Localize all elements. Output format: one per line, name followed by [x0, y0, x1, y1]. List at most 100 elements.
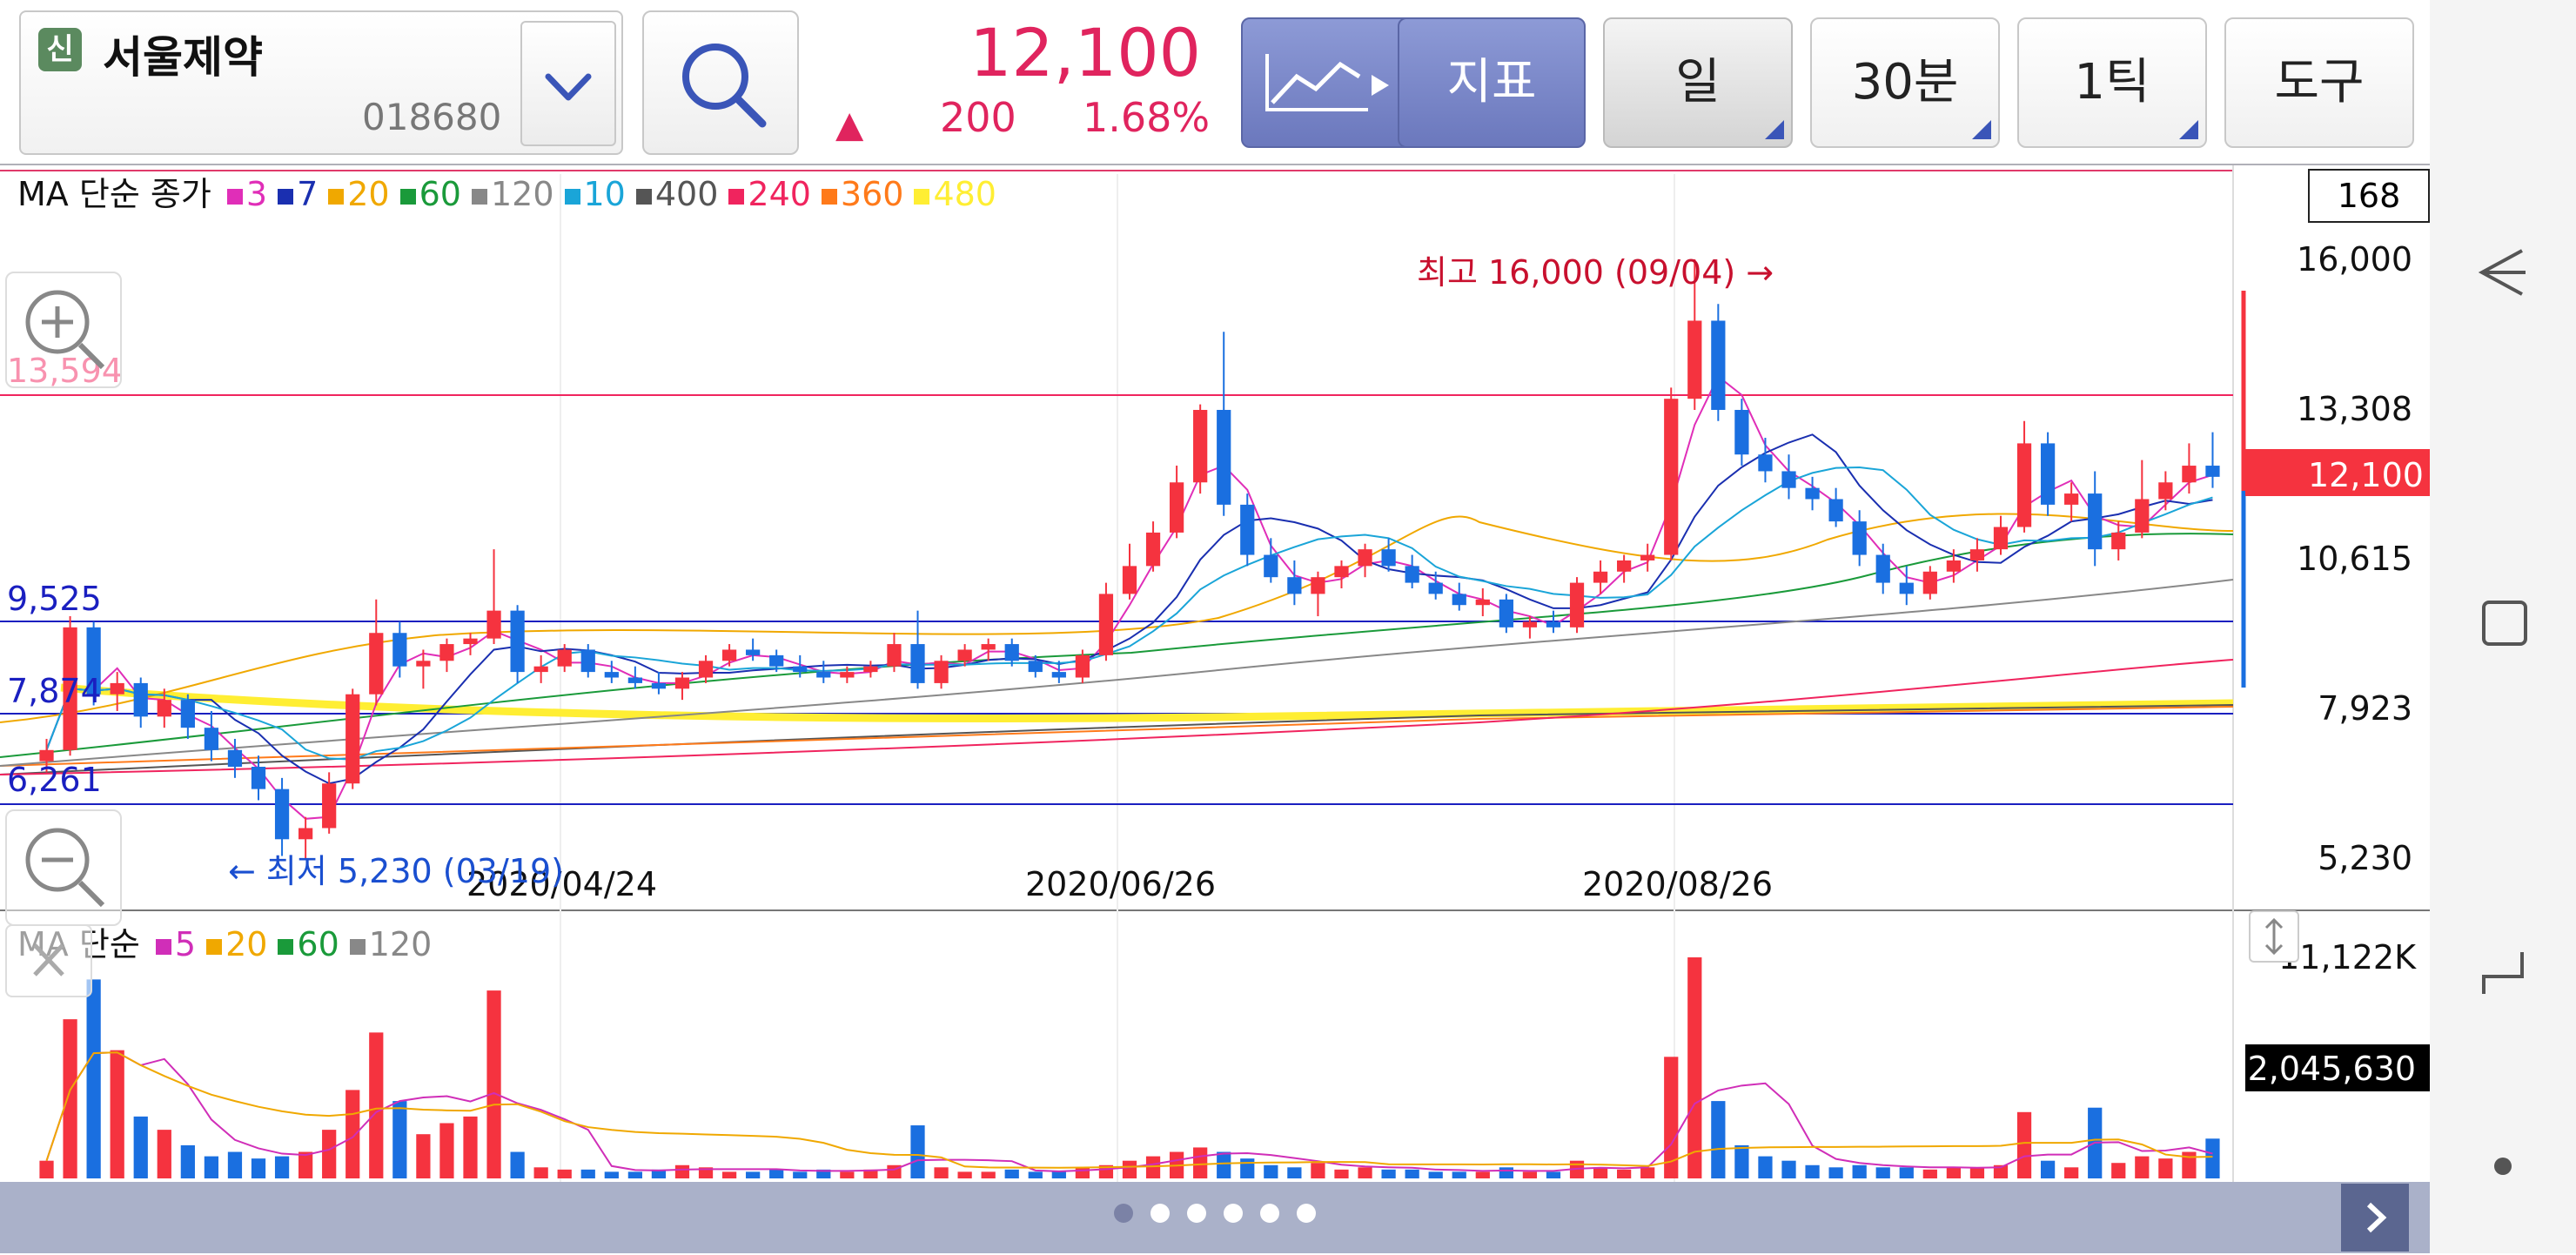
candle-body [1993, 527, 2009, 550]
page-dot[interactable] [1260, 1204, 1279, 1223]
candlestick [793, 654, 808, 678]
legend-item: 7 [278, 175, 323, 213]
candle-body [1193, 409, 1208, 483]
price-change: ▲ 200 1.68% [835, 94, 1210, 146]
volume-bar [204, 1156, 219, 1178]
candlestick [1098, 582, 1114, 661]
page-dot[interactable] [1297, 1204, 1316, 1223]
assistant-dot[interactable] [2494, 1158, 2512, 1175]
chevron-right-icon [2366, 1202, 2387, 1233]
candlestick [486, 549, 501, 645]
candle-body [746, 649, 761, 655]
close-volume-button[interactable] [5, 924, 92, 997]
indicator-button[interactable]: 지표 [1398, 17, 1586, 148]
legend-label: 20 [347, 175, 390, 213]
legend-item: 120 [349, 925, 438, 963]
volume-bar [1899, 1167, 1914, 1178]
volume-bar [2158, 1158, 2173, 1178]
next-page-button[interactable] [2341, 1184, 2409, 1252]
candlestick [957, 644, 972, 667]
chart-type-button[interactable] [1241, 17, 1424, 148]
candle-body [463, 638, 478, 645]
legend-label: 7 [297, 175, 319, 213]
volume-bar [1381, 1169, 1396, 1178]
legend-swatch [349, 938, 366, 955]
candlestick [299, 816, 313, 860]
volume-bar [180, 1144, 195, 1178]
page-dot[interactable] [1224, 1204, 1243, 1223]
candle-body [1593, 571, 1608, 583]
volume-bar [1475, 1171, 1490, 1178]
candlestick [746, 638, 761, 661]
period-tick-button[interactable]: 1틱 [2017, 17, 2207, 148]
volume-bar [1734, 1144, 1749, 1178]
candlestick [2158, 471, 2173, 511]
page-dot[interactable] [1187, 1204, 1206, 1223]
candle-body [369, 633, 384, 695]
resize-handle[interactable] [2249, 910, 2299, 963]
candle-body [1475, 599, 1490, 606]
line-chart-icon [1265, 54, 1389, 111]
volume-bar [1287, 1167, 1302, 1178]
candle-body [1758, 454, 1773, 472]
current-price-label: 12,100 [2308, 456, 2424, 494]
home-icon[interactable] [2477, 945, 2531, 999]
candle-body [580, 649, 595, 673]
stock-dropdown-button[interactable] [520, 21, 616, 146]
legend-item: 60 [278, 925, 344, 963]
candlestick [1334, 560, 1349, 588]
volume-bar [274, 1156, 290, 1178]
volume-bar [2135, 1156, 2150, 1178]
zoom-out-button[interactable] [5, 809, 122, 926]
candle-body [416, 661, 431, 667]
candlestick [1452, 582, 1466, 611]
candlestick [934, 654, 949, 689]
candle-body [1828, 499, 1843, 522]
candle-body [1075, 654, 1090, 678]
price-chart[interactable] [0, 165, 2430, 1182]
ma-legend-title: MA 단순 종가 [17, 175, 211, 213]
y-tick-label: 16,000 [2297, 240, 2412, 279]
zoom-in-button[interactable] [5, 272, 122, 388]
candlestick [1475, 587, 1490, 617]
candle-body [1217, 409, 1231, 505]
candlestick [840, 666, 855, 683]
candle-body [1687, 320, 1702, 399]
candlestick [1805, 476, 1820, 511]
search-button[interactable] [642, 10, 799, 155]
candlestick [345, 688, 360, 789]
volume-bar [793, 1171, 808, 1178]
y-tick-label: 10,615 [2297, 540, 2412, 578]
candle-body [439, 644, 454, 661]
legend-swatch [635, 188, 652, 205]
stock-selector[interactable]: 신 서울제약 018680 [19, 10, 623, 155]
legend-item: 5 [155, 925, 201, 963]
tools-button[interactable]: 도구 [2224, 17, 2414, 148]
candle-body [2111, 532, 2126, 550]
candle-body [322, 783, 337, 829]
candlestick [533, 654, 548, 683]
volume-bar [299, 1151, 313, 1178]
top-toolbar: 신 서울제약 018680 12,100 ▲ 200 1.68% 지표 일 30… [0, 0, 2430, 165]
candle-body [1004, 644, 1019, 661]
volume-bar [1499, 1167, 1513, 1178]
page-dot[interactable] [1150, 1204, 1170, 1223]
candle-body [721, 649, 737, 661]
page-dot-active[interactable] [1114, 1204, 1133, 1223]
recent-apps-icon[interactable] [2477, 595, 2531, 649]
volume-bar [345, 1090, 360, 1178]
volume-max-label: 11,122K [2278, 938, 2416, 976]
back-icon[interactable] [2473, 242, 2534, 303]
volume-ma-20-line [45, 1051, 2213, 1169]
period-30min-button[interactable]: 30분 [1810, 17, 2000, 148]
legend-item: 360 [821, 175, 909, 213]
candle-body [1711, 320, 1726, 410]
legend-label: 120 [490, 175, 554, 213]
legend-swatch [471, 188, 487, 205]
candle-body [698, 661, 714, 678]
period-day-button[interactable]: 일 [1603, 17, 1793, 148]
candle-body [981, 644, 996, 650]
candle-body [674, 677, 690, 689]
candlestick [1358, 543, 1372, 578]
candle-body [1852, 521, 1867, 555]
